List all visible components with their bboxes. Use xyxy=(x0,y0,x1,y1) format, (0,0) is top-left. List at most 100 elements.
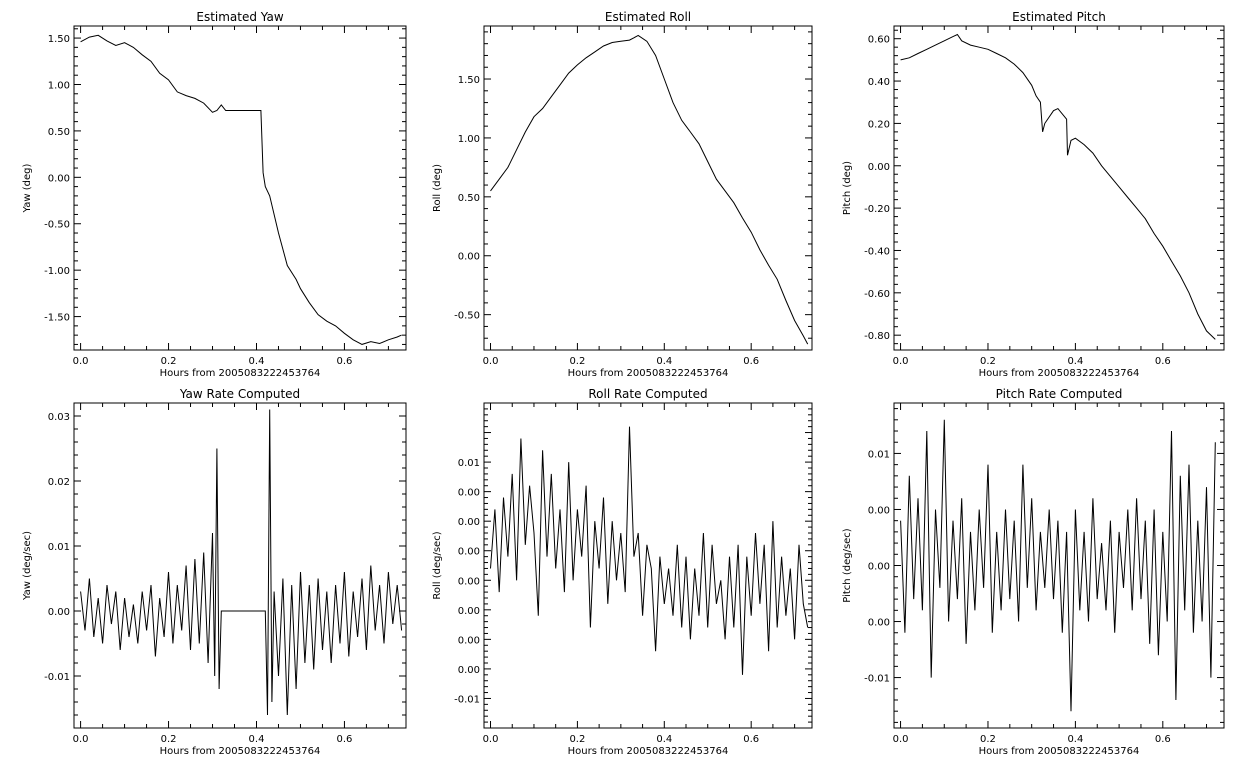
pitch-panel: Estimated Pitch Hours from 20050832224537… xyxy=(842,10,1225,379)
roll-rate-y-tick-label: 0.00 xyxy=(458,517,480,528)
roll-x-tick-label: 0.0 xyxy=(483,356,499,367)
roll-rate-y-axis-label: Roll (deg/sec) xyxy=(432,531,443,599)
roll-y-tick-label: 1.00 xyxy=(458,134,480,145)
roll-rate-title: Roll Rate Computed xyxy=(588,387,707,401)
yaw-rate-series-line xyxy=(80,409,403,716)
pitch-rate-y-tick-label: 0.00 xyxy=(868,562,890,573)
yaw-y-tick-label: 1.50 xyxy=(48,34,70,45)
pitch-rate-panel: Pitch Rate Computed Hours from 2005083222… xyxy=(842,387,1225,757)
yaw-title: Estimated Yaw xyxy=(196,10,283,24)
pitch-y-axis-label: Pitch (deg) xyxy=(842,161,853,215)
pitch-rate-y-tick-label: 0.01 xyxy=(868,449,890,460)
roll-y-tick-label: -0.50 xyxy=(454,311,480,322)
roll-rate-series-line xyxy=(490,426,809,675)
roll-rate-x-tick-label: 0.4 xyxy=(656,734,672,745)
pitch-x-tick-label: 0.0 xyxy=(893,356,909,367)
yaw-rate-x-tick-label: 0.4 xyxy=(249,734,265,745)
roll-rate-y-tick-label: 0.00 xyxy=(458,635,480,646)
yaw-rate-y-tick-label: 0.01 xyxy=(48,542,70,553)
pitch-rate-y-tick-label: -0.01 xyxy=(864,674,890,685)
pitch-y-tick-label: -0.80 xyxy=(864,331,890,342)
yaw-rate-axes-frame xyxy=(73,402,407,729)
yaw-y-tick-label: -0.50 xyxy=(44,220,70,231)
pitch-rate-y-axis-label: Pitch (deg/sec) xyxy=(842,528,853,603)
yaw-rate-title: Yaw Rate Computed xyxy=(179,387,300,401)
roll-rate-x-tick-label: 0.2 xyxy=(569,734,585,745)
yaw-rate-y-tick-label: 0.00 xyxy=(48,607,70,618)
yaw-rate-panel: Yaw Rate Computed Hours from 200508322245… xyxy=(22,387,407,757)
pitch-axes-frame xyxy=(893,25,1225,351)
roll-x-axis-label: Hours from 2005083222453764 xyxy=(568,368,729,379)
yaw-axes-frame xyxy=(73,25,407,351)
pitch-y-tick-label: 0.40 xyxy=(868,77,890,88)
yaw-rate-x-tick-label: 0.0 xyxy=(73,734,89,745)
roll-y-tick-label: 0.50 xyxy=(458,193,480,204)
roll-rate-y-tick-label: -0.01 xyxy=(454,694,480,705)
yaw-series-line xyxy=(80,34,402,345)
yaw-x-tick-label: 0.4 xyxy=(249,356,265,367)
pitch-y-tick-label: -0.60 xyxy=(864,289,890,300)
yaw-rate-x-tick-label: 0.6 xyxy=(336,734,352,745)
roll-axes-frame xyxy=(483,25,813,351)
yaw-rate-x-tick-label: 0.2 xyxy=(161,734,177,745)
pitch-rate-series-line xyxy=(900,419,1216,712)
roll-rate-x-tick-label: 0.0 xyxy=(483,734,499,745)
roll-rate-y-tick-label: 0.00 xyxy=(458,488,480,499)
roll-x-tick-label: 0.6 xyxy=(743,356,759,367)
roll-y-tick-label: 1.50 xyxy=(458,75,480,86)
roll-rate-y-tick-label: 0.00 xyxy=(458,576,480,587)
roll-series-line xyxy=(490,34,809,345)
pitch-rate-title: Pitch Rate Computed xyxy=(996,387,1123,401)
pitch-y-tick-label: 0.00 xyxy=(868,162,890,173)
yaw-rate-y-tick-label: 0.03 xyxy=(48,412,70,423)
yaw-y-tick-label: -1.50 xyxy=(44,313,70,324)
pitch-rate-x-tick-label: 0.2 xyxy=(980,734,996,745)
roll-rate-x-tick-label: 0.6 xyxy=(743,734,759,745)
pitch-title: Estimated Pitch xyxy=(1012,10,1106,24)
pitch-rate-y-tick-label: 0.00 xyxy=(868,505,890,516)
yaw-y-axis-label: Yaw (deg) xyxy=(22,163,33,213)
yaw-rate-y-tick-label: 0.02 xyxy=(48,477,70,488)
roll-y-axis-label: Roll (deg) xyxy=(432,164,443,212)
yaw-x-tick-label: 0.2 xyxy=(161,356,177,367)
yaw-rate-x-axis-label: Hours from 2005083222453764 xyxy=(160,746,321,757)
pitch-y-tick-label: 0.60 xyxy=(868,35,890,46)
yaw-x-tick-label: 0.6 xyxy=(336,356,352,367)
roll-x-tick-label: 0.4 xyxy=(656,356,672,367)
roll-rate-y-tick-label: 0.00 xyxy=(458,665,480,676)
roll-rate-x-axis-label: Hours from 2005083222453764 xyxy=(568,746,729,757)
pitch-x-tick-label: 0.6 xyxy=(1155,356,1171,367)
pitch-rate-x-tick-label: 0.0 xyxy=(893,734,909,745)
pitch-y-tick-label: -0.40 xyxy=(864,246,890,257)
pitch-x-tick-label: 0.2 xyxy=(980,356,996,367)
pitch-y-tick-label: 0.20 xyxy=(868,119,890,130)
roll-title: Estimated Roll xyxy=(605,10,691,24)
panels-group: Estimated Yaw Hours from 2005083222453764… xyxy=(22,10,1225,757)
roll-rate-axes-frame xyxy=(483,402,813,729)
roll-rate-y-tick-label: 0.01 xyxy=(458,458,480,469)
yaw-x-tick-label: 0.0 xyxy=(73,356,89,367)
pitch-rate-x-axis-label: Hours from 2005083222453764 xyxy=(979,746,1140,757)
roll-y-tick-label: 0.00 xyxy=(458,252,480,263)
yaw-x-axis-label: Hours from 2005083222453764 xyxy=(160,368,321,379)
pitch-series-line xyxy=(900,33,1216,340)
yaw-y-tick-label: 0.50 xyxy=(48,127,70,138)
roll-rate-y-tick-label: 0.00 xyxy=(458,606,480,617)
pitch-x-axis-label: Hours from 2005083222453764 xyxy=(979,368,1140,379)
roll-x-tick-label: 0.2 xyxy=(569,356,585,367)
yaw-y-tick-label: 0.00 xyxy=(48,173,70,184)
roll-rate-panel: Roll Rate Computed Hours from 20050832224… xyxy=(432,387,813,757)
pitch-y-tick-label: -0.20 xyxy=(864,204,890,215)
yaw-rate-y-tick-label: -0.01 xyxy=(44,672,70,683)
roll-rate-y-tick-label: 0.00 xyxy=(458,547,480,558)
pitch-rate-x-tick-label: 0.4 xyxy=(1067,734,1083,745)
pitch-rate-x-tick-label: 0.6 xyxy=(1155,734,1171,745)
roll-panel: Estimated Roll Hours from 200508322245376… xyxy=(432,10,813,379)
yaw-y-tick-label: -1.00 xyxy=(44,266,70,277)
yaw-rate-y-axis-label: Yaw (deg/sec) xyxy=(22,531,33,601)
yaw-panel: Estimated Yaw Hours from 2005083222453764… xyxy=(22,10,407,379)
yaw-y-tick-label: 1.00 xyxy=(48,80,70,91)
pitch-rate-y-tick-label: 0.00 xyxy=(868,618,890,629)
pitch-x-tick-label: 0.4 xyxy=(1067,356,1083,367)
